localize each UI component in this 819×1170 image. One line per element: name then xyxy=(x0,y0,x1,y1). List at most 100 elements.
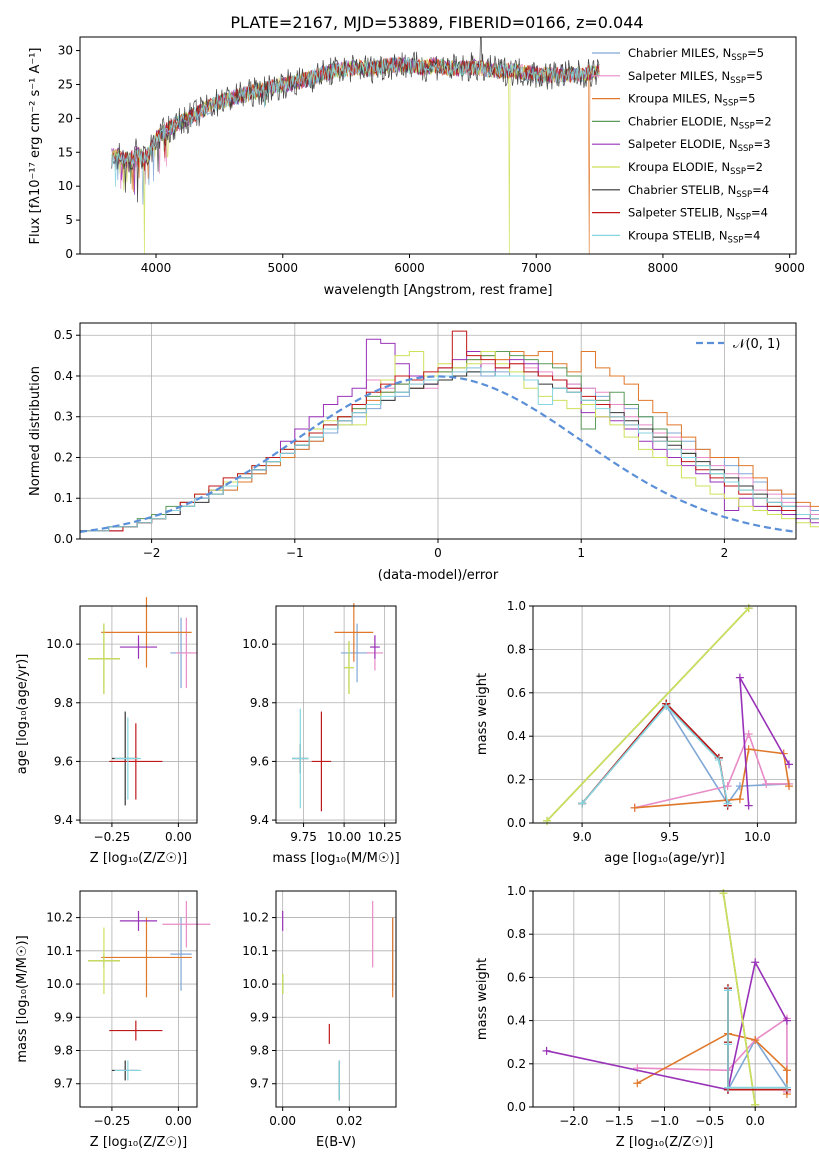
weight-marker-salpeter_elodie xyxy=(782,1016,791,1025)
spectrum-frame xyxy=(79,36,797,255)
weight-marker-kroupa_stelib xyxy=(723,1040,732,1049)
spectrum-xlabel: wavelength [Angstrom, rest frame] xyxy=(324,283,553,298)
tick-label: 10.25 xyxy=(367,830,401,844)
tick-label: 9.8 xyxy=(54,696,73,710)
tick-label: −0.25 xyxy=(94,1114,131,1128)
legend-label-kroupa_elodie: Kroupa ELODIE, NSSP=2 xyxy=(628,160,763,177)
tick-label: 0.0 xyxy=(54,532,73,546)
tick-label: 9.6 xyxy=(54,754,73,768)
tick-label: 10.0 xyxy=(744,830,771,844)
tick-label: 9.0 xyxy=(573,830,592,844)
tick-label: 10.1 xyxy=(46,944,73,958)
tick-label: 9.7 xyxy=(250,1077,269,1091)
panel-xlabel: Z [log₁₀(Z/Z☉)] xyxy=(90,851,187,866)
panel-ylabel: mass weight xyxy=(475,958,490,1040)
spectrum-legend: Chabrier MILES, NSSP=5 Salpeter MILES, NS… xyxy=(592,46,772,245)
spectrum-line-kroupa_stelib xyxy=(111,56,600,188)
panel-weight_vs_age: 9.0 9.5 10.0 0.0 0.2 0.4 0.6 0.8 1.0 age [log₁₀(a… xyxy=(475,599,797,866)
tick-label: 1.0 xyxy=(507,599,526,613)
tick-label: 9.8 xyxy=(250,1044,269,1058)
panel-frame xyxy=(79,890,198,1108)
tick-label: 9.9 xyxy=(54,1010,73,1024)
tick-label: 6000 xyxy=(394,261,425,275)
tick-label: 0.02 xyxy=(336,1114,363,1128)
legend-label-kroupa_miles: Kroupa MILES, NSSP=5 xyxy=(628,92,755,109)
tick-label: 0.8 xyxy=(507,927,526,941)
legend-label-chabrier_stelib: Chabrier STELIB, NSSP=4 xyxy=(628,183,769,200)
tick-label: 4000 xyxy=(141,261,172,275)
tick-label: 8000 xyxy=(648,261,679,275)
tick-label: 5000 xyxy=(267,261,298,275)
tick-label: 10.0 xyxy=(242,977,269,991)
panel-weight_vs_z: −2.0 −1.5 −1.0 −0.5 0.0 0.0 0.2 0.4 0.6 0.8 1.0 Z [… xyxy=(475,884,797,1150)
tick-label: 10.2 xyxy=(46,911,73,925)
normal-curve xyxy=(79,375,797,533)
panel-xlabel: Z [log₁₀(Z/Z☉)] xyxy=(616,1135,713,1150)
tick-label: 5 xyxy=(65,213,73,227)
tick-label: 9.9 xyxy=(250,1010,269,1024)
tick-label: 0.6 xyxy=(507,970,526,984)
tick-label: 0.0 xyxy=(746,1114,765,1128)
residual-panel: −2 −1 0 1 2 0.0 0.1 0.2 0.3 0.4 0.5 𝒩(0, 1) (data-… xyxy=(28,322,819,583)
legend-normal-label: 𝒩(0, 1) xyxy=(733,337,780,352)
panel-ylabel: mass [log₁₀(M/M☉)] xyxy=(15,935,30,1062)
weight-marker-kroupa_stelib xyxy=(723,1083,732,1092)
spectrum-lines xyxy=(111,36,600,255)
panel-ylabel: mass weight xyxy=(475,673,490,755)
tick-label: 7000 xyxy=(521,261,552,275)
weight-marker-kroupa_miles xyxy=(784,782,793,791)
weight-marker-salpeter_miles xyxy=(762,779,771,788)
tick-label: 30 xyxy=(58,44,73,58)
weight-line-kroupa_elodie xyxy=(722,893,756,1105)
residual-xlabel: (data-model)/error xyxy=(378,568,499,583)
tick-label: 10.1 xyxy=(242,944,269,958)
legend-label-salpeter_elodie: Salpeter ELODIE, NSSP=3 xyxy=(628,137,771,154)
tick-label: 9.8 xyxy=(54,1044,73,1058)
weight-marker-kroupa_miles xyxy=(751,1036,760,1045)
weight-marker-kroupa_miles xyxy=(782,1066,791,1075)
weight-marker-kroupa_elodie xyxy=(719,889,728,898)
weight-line-kroupa_elodie xyxy=(546,607,750,822)
tick-label: 0.0 xyxy=(507,816,526,830)
residual-ylabel: Normed distribution xyxy=(28,366,43,496)
panel-mass_vs_z: −0.25 0.00 9.7 9.8 9.9 10.0 10.1 10.2 Z [log₁₀(Z… xyxy=(15,890,211,1150)
tick-label: −1.0 xyxy=(650,1114,679,1128)
spectrum-line-chabrier_stelib xyxy=(111,36,600,203)
panel-mass_vs_ebv: 0.00 0.02 9.7 9.8 9.9 10.0 10.1 10.2 E(B-V) xyxy=(242,890,397,1150)
tick-label: 0.4 xyxy=(507,1014,526,1028)
weight-marker-kroupa_stelib xyxy=(723,799,732,808)
weight-marker-kroupa_stelib xyxy=(662,701,671,710)
weight-marker-kroupa_stelib xyxy=(578,799,587,808)
panel-ylabel: age [log₁₀(age/yr)] xyxy=(15,654,30,775)
tick-label: 0.6 xyxy=(507,686,526,700)
legend-label-salpeter_stelib: Salpeter STELIB, NSSP=4 xyxy=(628,206,768,223)
tick-label: 20 xyxy=(58,111,73,125)
residual-ticks: −2 −1 0 1 2 0.0 0.1 0.2 0.3 0.4 0.5 xyxy=(54,328,728,560)
tick-label: 9.4 xyxy=(54,813,73,827)
histogram-kroupa_stelib xyxy=(80,367,819,532)
weight-marker-kroupa_stelib xyxy=(782,1083,791,1092)
tick-label: 0 xyxy=(434,546,442,560)
panel-xlabel: Z [log₁₀(Z/Z☉)] xyxy=(90,1135,187,1150)
panel-xlabel: E(B-V) xyxy=(316,1135,356,1150)
panel-frame xyxy=(275,890,397,1108)
tick-label: 9000 xyxy=(774,261,805,275)
tick-label: 15 xyxy=(58,145,73,159)
parameter-panels: −0.25 0.00 9.4 9.6 9.8 10.0 Z [log₁₀(Z/Z☉)] age… xyxy=(15,597,797,1150)
spectrum-panel: PLATE=2167, MJD=53889, FIBERID=0166, z=0… xyxy=(28,13,805,298)
weight-marker-kroupa_miles xyxy=(633,1079,642,1088)
weight-marker-kroupa_stelib xyxy=(714,756,723,765)
tick-label: 0.4 xyxy=(54,369,73,383)
legend-label-kroupa_stelib: Kroupa STELIB, NSSP=4 xyxy=(628,228,760,245)
tick-label: −1 xyxy=(286,546,304,560)
tick-label: −1.5 xyxy=(605,1114,634,1128)
histogram-kroupa_elodie xyxy=(80,351,819,532)
tick-label: 0.0 xyxy=(507,1100,526,1114)
tick-label: 0.00 xyxy=(165,1114,192,1128)
tick-label: 10.0 xyxy=(46,637,73,651)
residual-legend: 𝒩(0, 1) xyxy=(696,337,780,352)
tick-label: 0.5 xyxy=(54,328,73,342)
tick-label: 2 xyxy=(721,546,729,560)
chart-title: PLATE=2167, MJD=53889, FIBERID=0166, z=0… xyxy=(230,13,643,32)
